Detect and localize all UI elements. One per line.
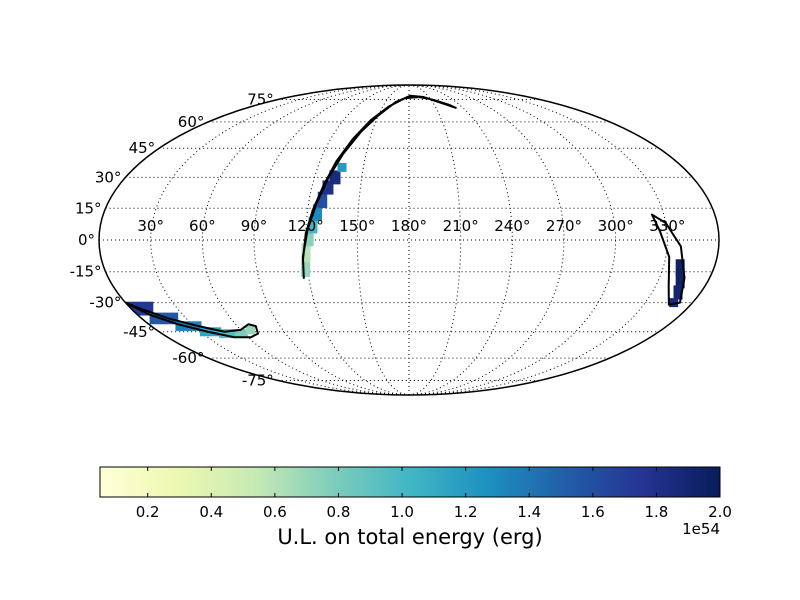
map-background xyxy=(99,85,719,395)
region xyxy=(650,213,686,308)
colorbar-tick-label: 1.4 xyxy=(517,503,541,521)
meridian-line xyxy=(201,85,410,395)
latitude-tick-label: 45° xyxy=(129,139,156,157)
longitude-tick-label: 240° xyxy=(494,217,530,235)
colorbar-tick-label: 1.8 xyxy=(644,503,668,521)
sky-pixel xyxy=(301,243,311,263)
latitude-tick-label: -45° xyxy=(123,323,155,341)
longitude-tick-label: 60° xyxy=(189,217,216,235)
meridian-line xyxy=(356,85,410,395)
colorbar-tick-label: 0.2 xyxy=(136,503,160,521)
latitude-tick-label: 60° xyxy=(178,113,205,131)
latitude-tick-label: -60° xyxy=(172,349,204,367)
longitude-tick-label: 270° xyxy=(546,217,582,235)
sky-pixel xyxy=(304,229,314,247)
sky-pixel xyxy=(245,325,255,335)
longitude-tick-label: 210° xyxy=(443,217,479,235)
colorbar-label: U.L. on total energy (erg) xyxy=(277,525,542,549)
colorbar-ticks: 0.2 0.4 0.6 0.8 1.0 1.2 1.4 1.6 1.8 2.0 xyxy=(136,467,732,521)
sky-pixel xyxy=(301,258,311,277)
longitude-tick-label: 330° xyxy=(649,217,685,235)
colorbar-tick-label: 0.8 xyxy=(327,503,351,521)
sky-pixel xyxy=(218,329,237,339)
meridian-line xyxy=(408,85,668,395)
meridian-line xyxy=(150,85,410,395)
longitude-tick-label: 120° xyxy=(288,217,324,235)
latitude-tick-label: 30° xyxy=(95,168,122,186)
latitude-tick-label: -75° xyxy=(242,371,274,389)
sky-pixel xyxy=(322,180,334,195)
sky-pixel xyxy=(669,298,679,308)
graticule xyxy=(99,85,719,395)
longitude-tick-label: 90° xyxy=(241,217,268,235)
sky-pixel xyxy=(329,170,341,185)
longitude-tick-label: 30° xyxy=(137,217,164,235)
sky-pixel xyxy=(675,259,685,276)
latitude-tick-label: 0° xyxy=(78,231,95,249)
mollweide-map: 30° 60° 90° 120° 150° 180° 210° 240° 270° 300° 330… xyxy=(70,84,720,396)
contour-outline xyxy=(301,94,457,280)
colorbar-tick-label: 1.0 xyxy=(390,503,414,521)
latitude-tick-label: -30° xyxy=(89,294,121,312)
contour-outline xyxy=(650,213,686,306)
colorbar-tick-label: 2.0 xyxy=(708,503,732,521)
contour-outline xyxy=(124,301,260,339)
sky-pixel xyxy=(235,329,249,339)
longitude-tick-labels: 30° 60° 90° 120° 150° 180° 210° 240° 270° 300° 330… xyxy=(137,217,685,235)
latitude-tick-label: 75° xyxy=(247,91,274,109)
region xyxy=(301,94,457,280)
sky-pixel xyxy=(337,162,347,172)
longitude-tick-label: 300° xyxy=(598,217,634,235)
latitude-tick-labels: 75° 60° 45° 30° 15° 0° -15° -30°-45° -60° -75° xyxy=(70,91,274,390)
colorbar-bar xyxy=(99,466,721,498)
sky-pixel xyxy=(675,271,685,289)
latitude-tick-label: -15° xyxy=(70,263,102,281)
meridian-line xyxy=(408,85,462,395)
sky-pixel xyxy=(312,204,322,221)
longitude-tick-label: 180° xyxy=(391,217,427,235)
colorbar: 0.2 0.4 0.6 0.8 1.0 1.2 1.4 1.6 1.8 2.0 1e54 U.L.… xyxy=(99,466,732,549)
sky-pixel xyxy=(308,216,318,234)
map-boundary xyxy=(98,84,720,396)
meridian-line xyxy=(408,85,513,395)
longitude-tick-label: 150° xyxy=(339,217,375,235)
colorbar-tick-label: 1.2 xyxy=(454,503,478,521)
colorbar-tick-label: 0.6 xyxy=(263,503,287,521)
sky-pixel xyxy=(149,312,179,325)
colorbar-tick-label: 0.4 xyxy=(199,503,223,521)
sky-pixel xyxy=(317,191,328,209)
meridian-line xyxy=(408,85,617,395)
latitude-tick-label: 15° xyxy=(75,199,102,217)
colorbar-offset-text: 1e54 xyxy=(682,520,720,538)
sky-pixel xyxy=(673,285,683,300)
colorbar-tick-label: 1.6 xyxy=(581,503,605,521)
